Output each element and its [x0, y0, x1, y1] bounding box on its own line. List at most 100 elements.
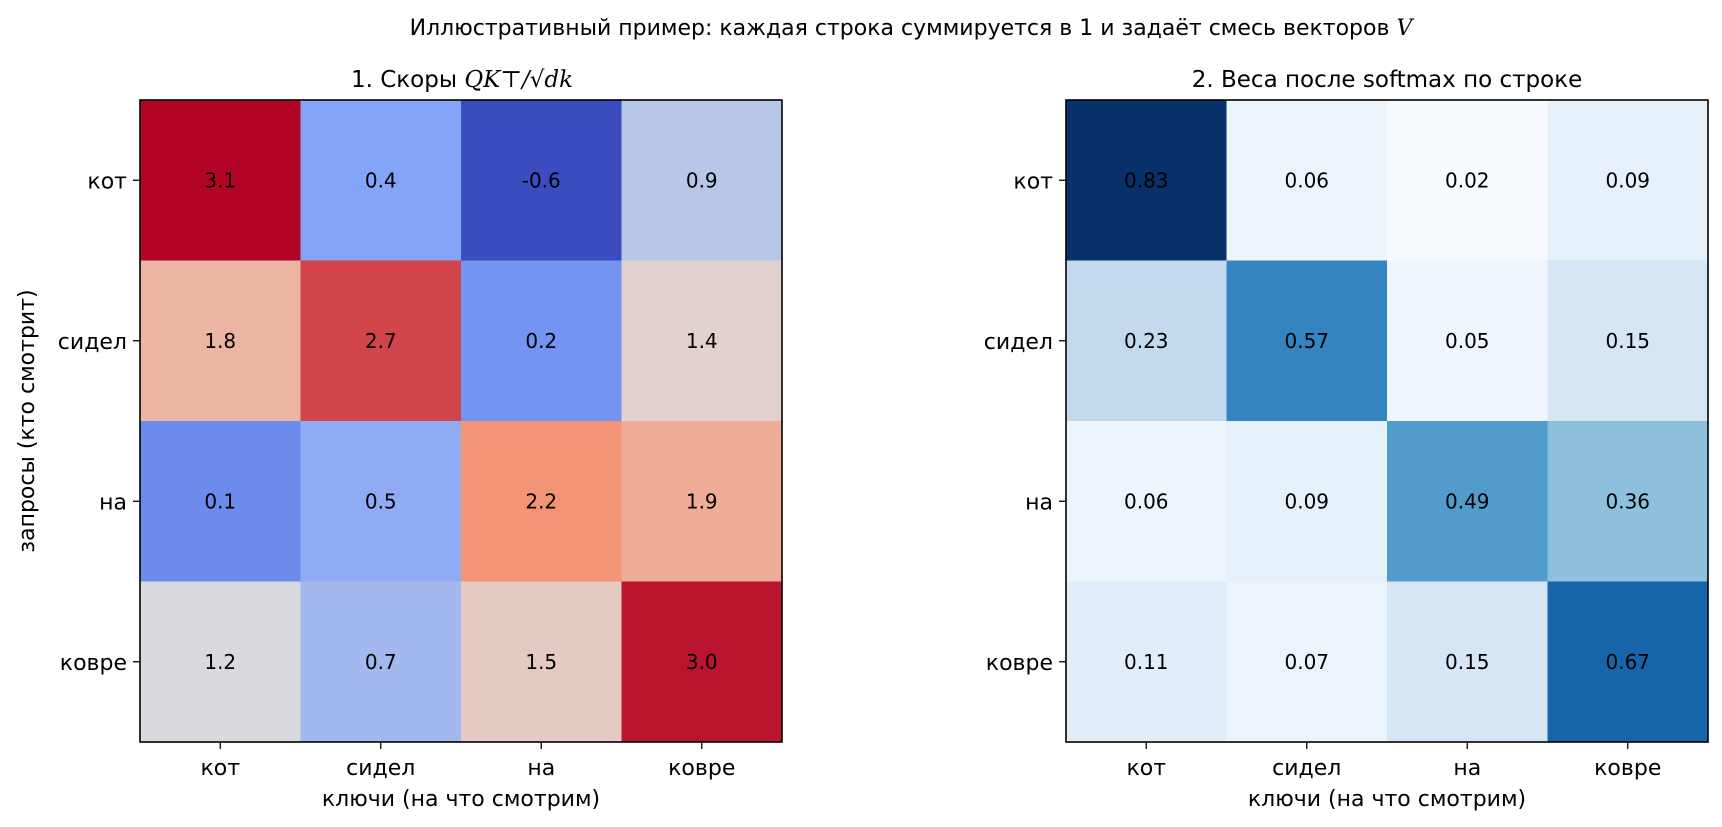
scores-cell-label: 2.2: [525, 489, 557, 513]
scores-y-axis-label: запросы (кто смотрит): [15, 289, 40, 552]
scores-x-axis-label: ключи (на что смотрим): [322, 787, 600, 812]
softmax-cell: [1226, 100, 1388, 261]
softmax-cell-label: 0.09: [1284, 489, 1329, 513]
figure-suptitle: Иллюстративный пример: каждая строка сум…: [410, 16, 1415, 41]
softmax-cell: [1547, 581, 1709, 743]
scores-cell-label: 2.7: [365, 329, 397, 353]
softmax-cell: [1547, 100, 1709, 261]
scores-y-tick-label: кот: [87, 169, 127, 194]
scores-cell: [621, 581, 783, 743]
softmax-cell-label: 0.15: [1605, 329, 1650, 353]
softmax-x-tick-label: ковре: [1594, 756, 1661, 781]
softmax-x-tick-label: кот: [1126, 756, 1166, 781]
softmax-cell: [1226, 260, 1388, 422]
softmax-x-axis-label: ключи (на что смотрим): [1248, 787, 1526, 812]
softmax-x-ticks: кот сидел на ковре: [1126, 742, 1661, 781]
softmax-cell-label: 0.07: [1284, 650, 1329, 674]
scores-cell-label: 0.2: [525, 329, 557, 353]
scores-cell: [621, 421, 783, 582]
scores-cell-label: 3.1: [204, 168, 236, 192]
softmax-cell: [1226, 581, 1388, 743]
scores-cell: [461, 421, 622, 582]
scores-x-ticks: кот сидел на ковре: [200, 742, 735, 781]
scores-cell-label: 0.9: [686, 168, 718, 192]
scores-cell: [300, 260, 462, 422]
softmax-cell-label: 0.67: [1605, 650, 1650, 674]
softmax-cell-label: 0.36: [1605, 489, 1650, 513]
softmax-cell-label: 0.15: [1445, 650, 1490, 674]
scores-cell: [140, 421, 301, 582]
scores-cell: [300, 421, 462, 582]
suptitle-variable: V: [1396, 16, 1414, 41]
softmax-cells: 0.83 0.06 0.02 0.09 0.23 0.57 0.05 0.15 0.06 0.09…: [1066, 100, 1709, 743]
softmax-cell-label: 0.06: [1284, 168, 1329, 192]
softmax-cell-label: 0.49: [1445, 489, 1490, 513]
softmax-cell: [1547, 421, 1709, 582]
scores-x-tick-label: ковре: [668, 756, 735, 781]
softmax-cell-label: 0.23: [1124, 329, 1169, 353]
scores-cell-label: 0.4: [365, 168, 397, 192]
softmax-cell: [1066, 100, 1227, 261]
scores-cell-label: 1.2: [204, 650, 236, 674]
softmax-cell-label: 0.09: [1605, 168, 1650, 192]
scores-heatmap-panel: 1. Скоры QK⊤/√dk 3.1 0.4 -0.6 0.9 1.8 2.7 0.2 1…: [15, 67, 783, 812]
scores-cell: [300, 100, 462, 261]
scores-y-tick-label: сидел: [58, 330, 127, 355]
scores-x-tick-label: на: [527, 756, 555, 781]
softmax-heatmap-title: 2. Веса после softmax по строке: [1192, 67, 1583, 93]
softmax-plot-frame: [1065, 99, 1709, 743]
scores-cell-label: 3.0: [686, 650, 718, 674]
softmax-cell: [1387, 581, 1548, 743]
scores-y-tick-label: на: [99, 490, 127, 515]
scores-cell-label: 1.5: [525, 650, 557, 674]
scores-cell-label: 0.7: [365, 650, 397, 674]
scores-cell: [461, 260, 622, 422]
scores-cell: [621, 100, 783, 261]
softmax-heatmap-panel: 2. Веса после softmax по строке 0.83 0.06…: [984, 67, 1709, 812]
scores-cell: [461, 581, 622, 743]
softmax-y-tick-label: сидел: [984, 330, 1053, 355]
softmax-cell-label: 0.05: [1445, 329, 1490, 353]
scores-x-tick-label: сидел: [346, 756, 415, 781]
scores-cells: 3.1 0.4 -0.6 0.9 1.8 2.7 0.2 1.4 0.1 0.5 2.2 1.9 1.2…: [140, 100, 783, 743]
softmax-cell: [1387, 100, 1548, 261]
scores-cell-label: 0.5: [365, 489, 397, 513]
softmax-cell: [1226, 421, 1388, 582]
softmax-cell: [1066, 260, 1227, 422]
scores-title-text: 1. Скоры: [351, 67, 457, 93]
scores-cell: [621, 260, 783, 422]
softmax-cell: [1547, 260, 1709, 422]
softmax-cell: [1387, 260, 1548, 422]
scores-cell: [140, 100, 301, 261]
scores-cell-label: 1.4: [686, 329, 718, 353]
scores-cell-label: 1.8: [204, 329, 236, 353]
scores-cell-label: -0.6: [522, 168, 561, 192]
softmax-cell-label: 0.06: [1124, 489, 1169, 513]
softmax-y-tick-label: ковре: [986, 651, 1053, 676]
softmax-cell: [1066, 581, 1227, 743]
suptitle-text: Иллюстративный пример: каждая строка сум…: [410, 16, 1390, 41]
scores-y-tick-label: ковре: [60, 651, 127, 676]
scores-cell: [300, 581, 462, 743]
scores-heatmap-title: 1. Скоры QK⊤/√dk: [351, 67, 573, 93]
scores-title-formula: QK⊤/√dk: [464, 67, 573, 93]
softmax-y-tick-label: на: [1025, 490, 1053, 515]
softmax-cell: [1387, 421, 1548, 582]
scores-cell: [461, 100, 622, 261]
softmax-y-tick-label: кот: [1013, 169, 1053, 194]
softmax-y-ticks: кот сидел на ковре: [984, 169, 1066, 676]
softmax-cell-label: 0.83: [1124, 168, 1169, 192]
scores-cell-label: 0.1: [204, 489, 236, 513]
scores-cell: [140, 581, 301, 743]
softmax-cell-label: 0.11: [1124, 650, 1169, 674]
scores-cell-label: 1.9: [686, 489, 718, 513]
softmax-x-tick-label: на: [1453, 756, 1481, 781]
softmax-cell-label: 0.02: [1445, 168, 1490, 192]
scores-cell: [140, 260, 301, 422]
softmax-cell: [1066, 421, 1227, 582]
softmax-cell-label: 0.57: [1284, 329, 1329, 353]
scores-plot-frame: [139, 99, 783, 743]
softmax-x-tick-label: сидел: [1272, 756, 1341, 781]
scores-y-ticks: кот сидел на ковре: [58, 169, 140, 676]
